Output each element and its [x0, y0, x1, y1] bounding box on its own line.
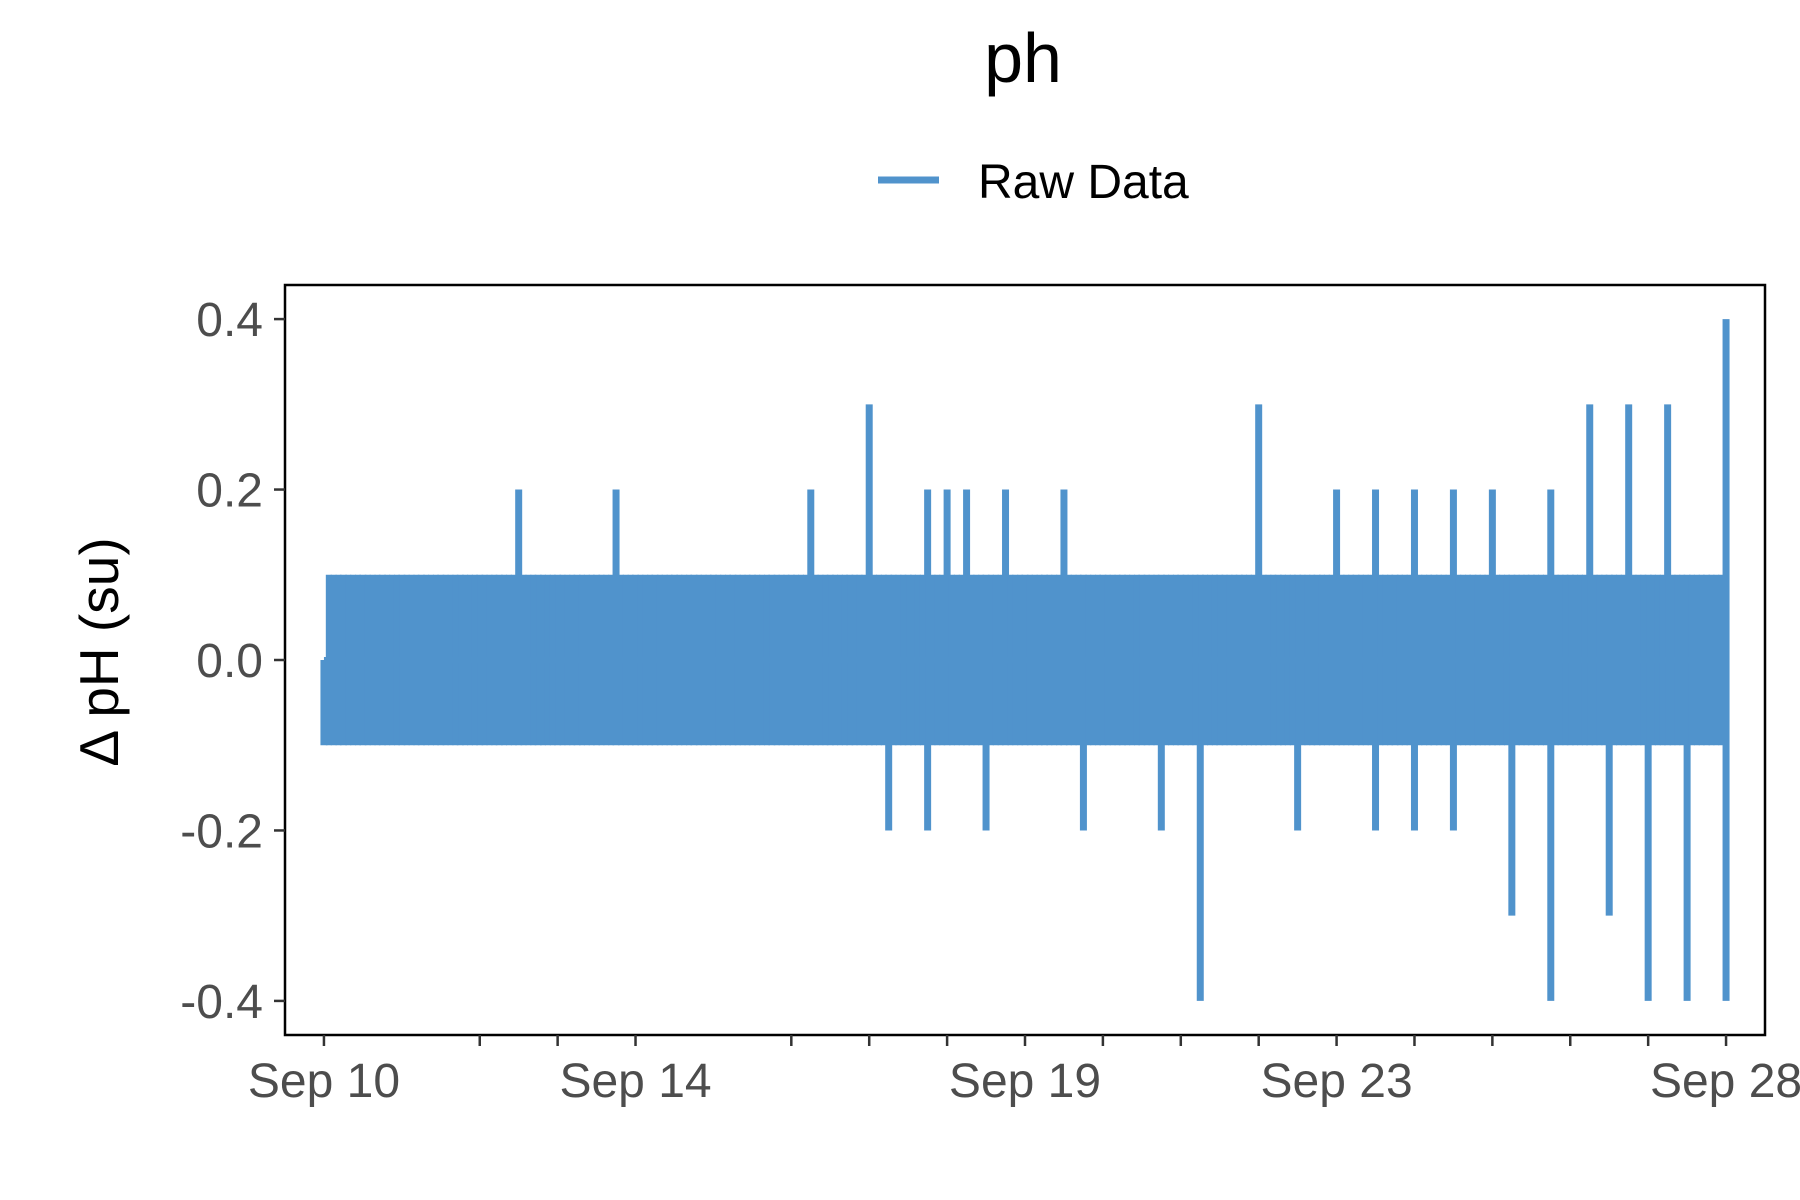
y-tick-label: 0.0	[196, 635, 263, 688]
x-tick-label: Sep 10	[248, 1055, 400, 1108]
series-raw-data	[320, 319, 1730, 1001]
y-tick-label: -0.4	[180, 976, 263, 1029]
y-tick-label: 0.4	[196, 294, 263, 347]
y-axis-title: Δ pH (su)	[68, 537, 130, 766]
x-tick-label: Sep 28	[1650, 1055, 1800, 1108]
x-tick-label: Sep 23	[1261, 1055, 1413, 1108]
chart-title: ph	[984, 19, 1062, 97]
axes: 0.4 0.2 0.0 -0.2 -0.4 Sep 10 Sep 14 Sep 19 Sep 2…	[180, 283, 1800, 1108]
legend: Raw Data	[878, 156, 1189, 209]
plot-area	[285, 285, 1765, 1035]
x-tick-label: Sep 19	[949, 1055, 1101, 1108]
legend-label: Raw Data	[978, 156, 1189, 209]
y-tick-label: -0.2	[180, 805, 263, 858]
y-tick-label: 0.2	[196, 465, 263, 518]
x-tick-label: Sep 14	[559, 1055, 711, 1108]
